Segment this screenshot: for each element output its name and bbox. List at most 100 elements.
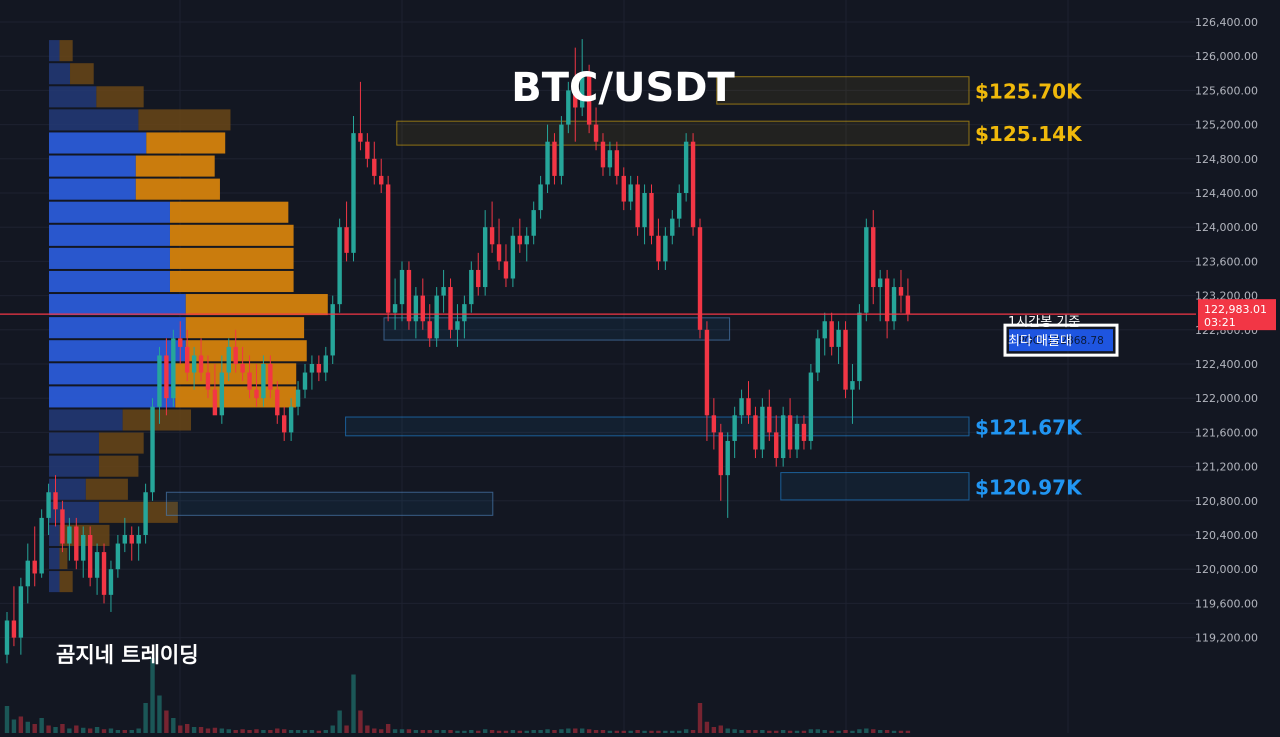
candle (524, 227, 529, 262)
profile-bar-up (49, 247, 170, 269)
profile-bar-down (175, 363, 297, 385)
volume-bar (240, 729, 245, 733)
volume-bar (94, 727, 100, 733)
volume-bar (309, 730, 315, 733)
note-line-2: 최다 매물대 (1008, 334, 1072, 349)
profile-bar-up (49, 524, 60, 546)
candle-body (399, 269, 405, 305)
candle (379, 158, 384, 193)
y-tick-label: 123,600.00 (1195, 255, 1258, 268)
candle-body (268, 364, 273, 390)
candle (635, 175, 640, 236)
volume-bar (295, 730, 301, 733)
candle-body (476, 269, 481, 288)
candle (469, 261, 474, 313)
candle (503, 244, 509, 288)
candle (316, 355, 322, 382)
volume-bar (191, 727, 197, 733)
candle (261, 355, 266, 407)
profile-bar-down (146, 132, 226, 154)
candle-body (822, 321, 827, 339)
profile-bar-up (49, 132, 147, 154)
candle-body (635, 184, 640, 228)
candle-body (406, 269, 412, 322)
volume-bar (330, 725, 335, 733)
chart-title: BTC/USDT (511, 65, 735, 111)
current-price-tag (1198, 299, 1276, 331)
volume-bar (53, 727, 58, 733)
candle-body (302, 372, 308, 390)
candle-body (94, 552, 100, 578)
candle (385, 175, 391, 322)
candle-body (593, 124, 599, 142)
volume-bar (420, 730, 425, 733)
profile-bar-up (49, 155, 136, 177)
candle-body (462, 304, 467, 322)
candle-body (586, 73, 592, 125)
candle-body (871, 227, 876, 288)
volume-bar (718, 725, 723, 733)
candle (302, 364, 308, 399)
volume-bar (108, 728, 114, 733)
candle-body (621, 175, 626, 202)
volume-bar (559, 729, 564, 733)
volume-bar (427, 730, 432, 733)
candle-body (628, 184, 633, 202)
candle (496, 218, 502, 270)
profile-bar-down (175, 386, 297, 408)
candle (808, 364, 814, 450)
candle (455, 304, 460, 347)
volume-bar (905, 730, 911, 733)
volume-bar (129, 730, 134, 733)
candle (178, 321, 183, 364)
volume-bar (808, 729, 814, 733)
candle (586, 64, 592, 134)
candle (282, 406, 287, 441)
volume-bar (829, 730, 834, 733)
profile-bar-down (135, 155, 215, 177)
profile-bar-down (169, 270, 294, 293)
candle (905, 278, 911, 322)
volume-bar (275, 728, 280, 733)
volume-bar (573, 728, 578, 733)
price-axis[interactable]: 119,200.00 119,600.00 120,000.00 120,400.00… (1195, 0, 1280, 733)
volume-bar (697, 703, 703, 733)
volume-bar (600, 730, 606, 733)
candle (628, 175, 633, 211)
candle (857, 304, 862, 390)
volume-bar (39, 718, 44, 733)
y-tick-label: 122,000.00 (1195, 392, 1258, 405)
volume-bar (81, 727, 86, 733)
candle (482, 210, 488, 296)
candle-body (344, 227, 349, 253)
brand-watermark: 곰지네 트레이딩 (56, 643, 199, 667)
level-zone (780, 472, 970, 501)
candle (219, 355, 225, 424)
candle (323, 346, 328, 382)
volume-bar (586, 729, 592, 733)
candle-body (74, 526, 79, 561)
profile-bar-up (49, 455, 99, 477)
y-tick-label: 126,000.00 (1195, 50, 1258, 63)
profile-bar-up (49, 109, 139, 131)
candle (330, 295, 335, 364)
profile-bar-up (49, 432, 99, 454)
candle-body (309, 364, 315, 373)
candle (275, 381, 280, 424)
volume-bar (441, 730, 446, 733)
candle (157, 346, 162, 424)
candle-body (524, 235, 529, 245)
candle (774, 415, 779, 467)
candle-body (323, 355, 328, 373)
volume-bar (372, 728, 377, 733)
volume-bars (4, 658, 911, 733)
profile-bar-down (169, 201, 289, 223)
candle-body (212, 389, 218, 416)
candle-body (351, 133, 356, 253)
candle (732, 406, 737, 459)
volume-bar (704, 721, 710, 733)
y-tick-label: 119,200.00 (1195, 632, 1258, 645)
candle-body (205, 372, 211, 390)
candle (649, 184, 654, 245)
